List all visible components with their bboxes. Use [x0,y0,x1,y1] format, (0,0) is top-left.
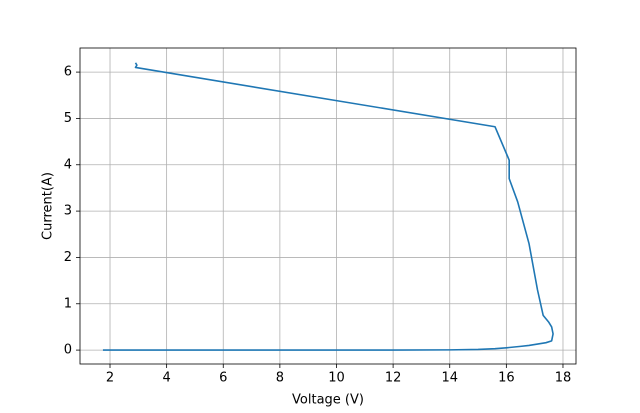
y-tick-label: 0 [64,343,72,358]
data-line [102,62,554,351]
y-tick-label: 1 [64,296,72,311]
x-tick-label: 4 [162,371,170,386]
x-tick-label: 16 [498,371,515,386]
y-axis-label: Current(A) [41,172,56,240]
x-tick-label: 12 [385,371,402,386]
x-tick-label: 2 [106,371,114,386]
x-tick-label: 14 [441,371,458,386]
y-tick-label: 2 [64,250,72,265]
y-tick-label: 3 [64,204,72,219]
x-tick-label: 8 [276,371,284,386]
plot-frame [79,47,577,365]
y-tick-label: 5 [64,111,72,126]
x-axis-label: Voltage (V) [292,393,364,408]
x-tick-label: 6 [219,371,227,386]
x-tick-label: 10 [328,371,345,386]
y-tick-label: 6 [64,65,72,80]
x-tick-label: 18 [555,371,572,386]
y-tick-label: 4 [64,157,72,172]
